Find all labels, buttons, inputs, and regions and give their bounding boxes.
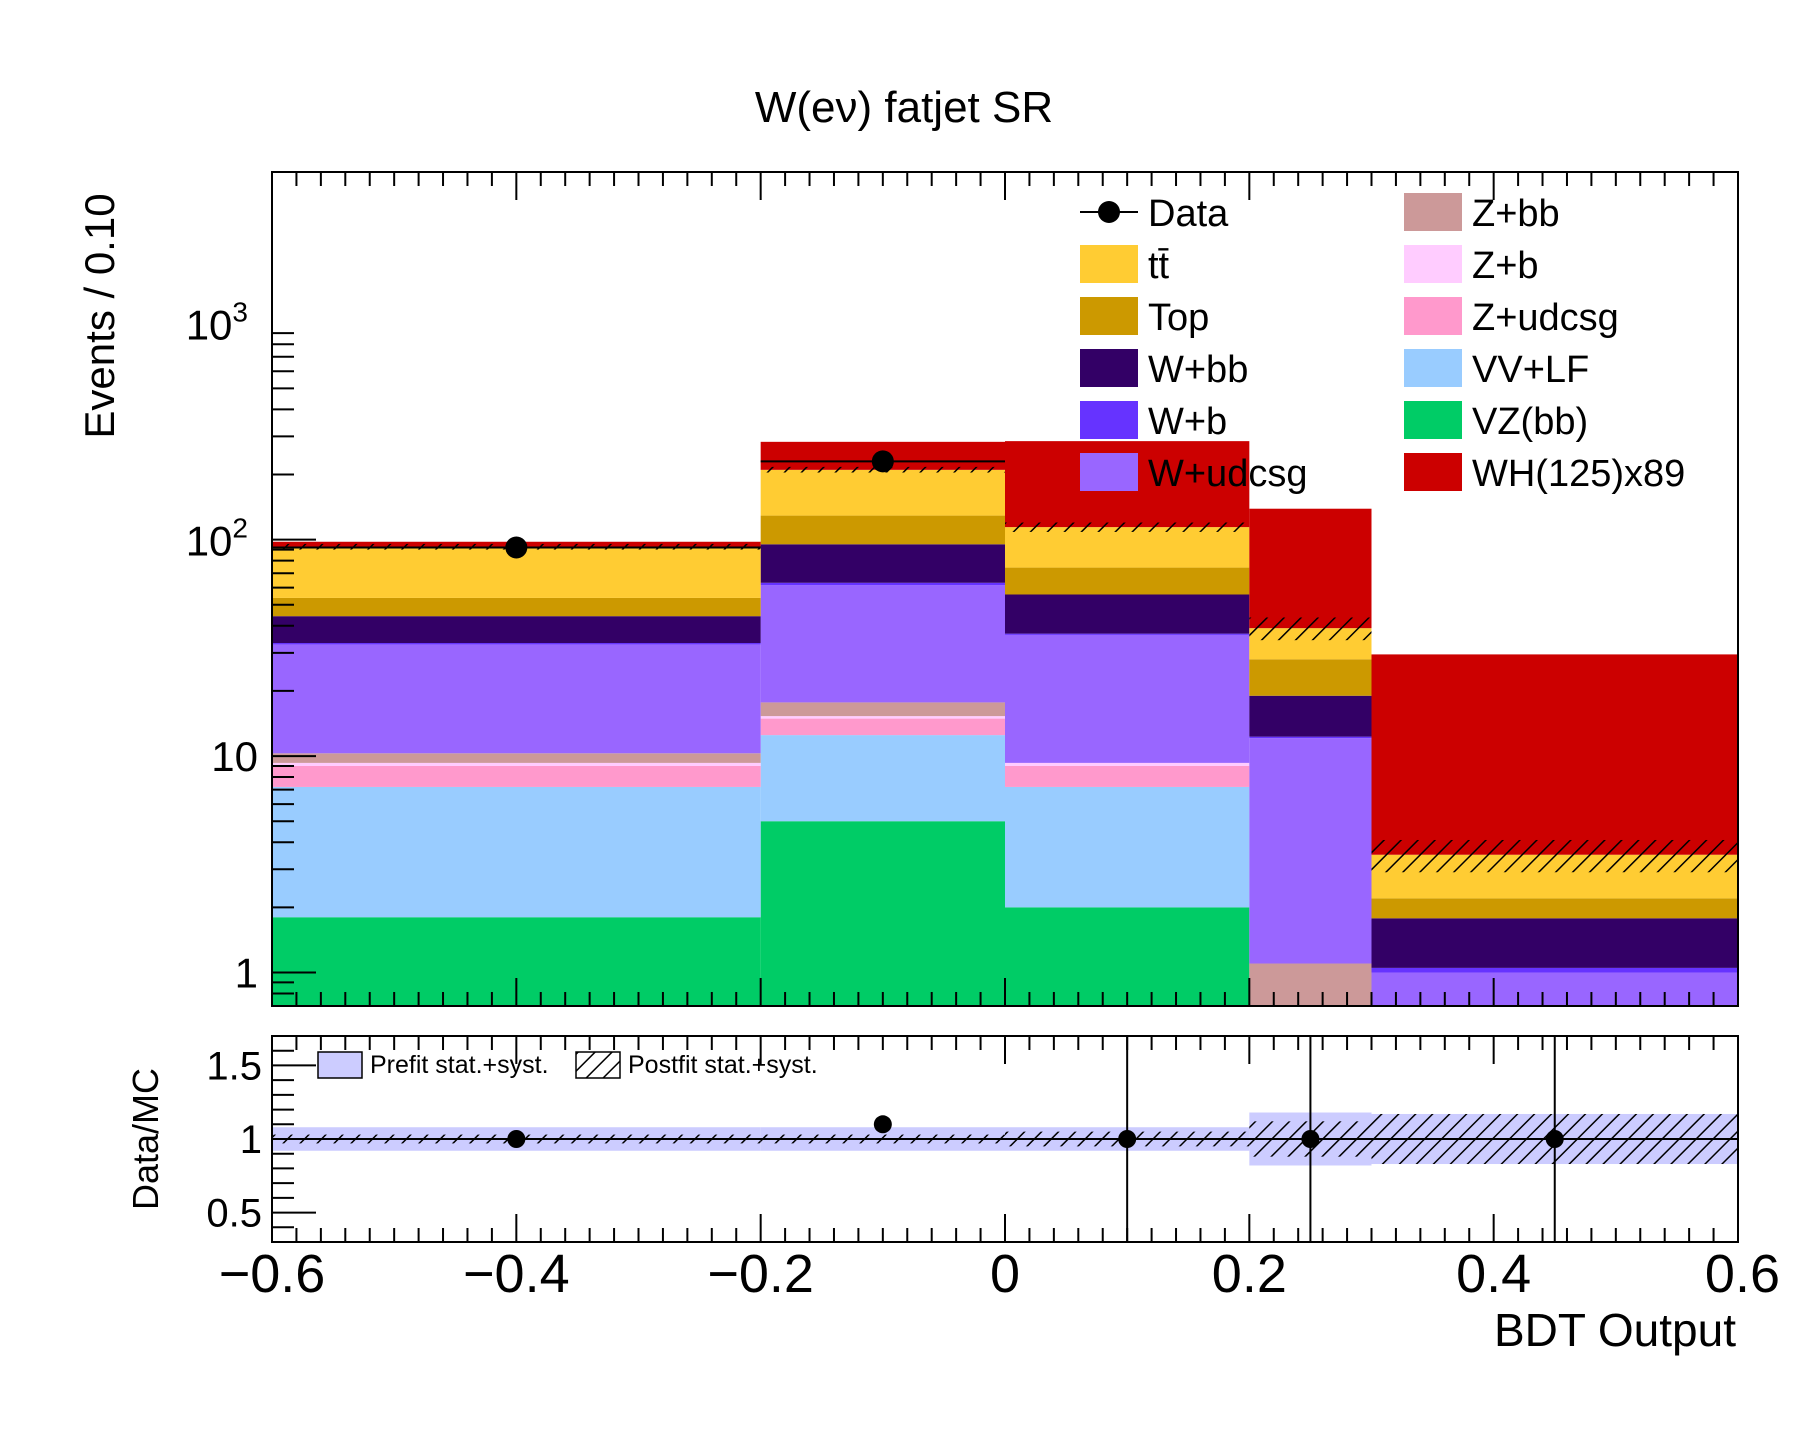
bar-vz-bb-bin-2 — [761, 821, 1005, 1008]
prefit-legend-swatch — [318, 1052, 362, 1078]
postfit-legend-swatch — [576, 1052, 620, 1078]
x-tick-label: 0 — [990, 1244, 1020, 1304]
legend-label-w-bb: W+bb — [1148, 349, 1248, 391]
bar-top-bin-4 — [1249, 659, 1371, 695]
x-tick-label: −0.6 — [219, 1244, 326, 1304]
bar-top-bin-2 — [761, 516, 1005, 545]
bar-w-bb-bin-1 — [272, 616, 761, 643]
x-tick-label: 0.6 — [1705, 1244, 1780, 1304]
top-y-axis-label: Events / 0.10 — [76, 193, 123, 438]
bar-w-bb-bin-5 — [1372, 918, 1739, 968]
ratio-uncertainty-bands — [272, 1113, 1738, 1166]
legend-swatch-top — [1080, 297, 1138, 335]
ratio-point-3 — [1118, 1130, 1136, 1148]
bar-w-b-bin-4 — [1249, 737, 1371, 739]
bar-tt-bin-3 — [1005, 527, 1249, 567]
ratio-point-1 — [507, 1130, 525, 1148]
x-tick-label: 0.4 — [1456, 1244, 1531, 1304]
bar-w-b-bin-2 — [761, 583, 1005, 585]
legend-label-vz-bb: VZ(bb) — [1472, 401, 1588, 443]
legend-label-w-udcsg: W+udcsg — [1148, 453, 1307, 495]
bar-z-bb-bin-2 — [761, 702, 1005, 716]
bar-w-bb-bin-4 — [1249, 696, 1371, 737]
ratio-y-tick-label: 0.5 — [206, 1192, 262, 1236]
legend-swatch-w-bb — [1080, 349, 1138, 387]
bar-vv-lf-bin-1 — [272, 787, 761, 917]
legend-swatch-z-bb — [1404, 193, 1462, 231]
bar-tt-bin-2 — [761, 470, 1005, 516]
mc-uncertainty-bin-3 — [1005, 523, 1249, 532]
bar-top-bin-5 — [1372, 898, 1739, 918]
legend-data-marker — [1098, 201, 1120, 223]
mc-uncertainty-bin-4 — [1249, 618, 1371, 641]
chart-title: W(eν) fatjet SR — [755, 83, 1053, 132]
ratio-y-tick-label: 1 — [240, 1118, 262, 1162]
data-point-2 — [872, 450, 894, 472]
prefit-legend-label: Prefit stat.+syst. — [370, 1051, 549, 1079]
legend-label-w-b: W+b — [1148, 401, 1227, 443]
top-y-tick-label: 1 — [235, 949, 258, 996]
ratio-point-5 — [1546, 1130, 1564, 1148]
legend-label-data: Data — [1148, 193, 1229, 235]
bar-z-udcsg-bin-2 — [761, 719, 1005, 736]
bar-z-udcsg-bin-3 — [1005, 766, 1249, 787]
ratio-point-4 — [1301, 1130, 1319, 1148]
x-axis-label: BDT Output — [1494, 1304, 1736, 1356]
legend-label-top: Top — [1148, 297, 1209, 339]
bar-w-b-bin-1 — [272, 643, 761, 644]
x-tick-labels: −0.6 −0.4 −0.2 0 0.2 0.4 0.6 — [219, 1244, 1780, 1304]
ratio-point-2 — [874, 1115, 892, 1133]
legend-label-z-udcsg: Z+udcsg — [1472, 297, 1619, 339]
legend-label-z-bb: Z+bb — [1472, 193, 1560, 235]
bar-top-bin-3 — [1005, 568, 1249, 595]
bar-z-udcsg-bin-1 — [272, 766, 761, 787]
legend-swatch-tt — [1080, 245, 1138, 283]
legend-label-z-b: Z+b — [1472, 245, 1539, 287]
bar-w-udcsg-bin-4 — [1249, 738, 1371, 963]
bar-z-bb-bin-1 — [272, 753, 761, 763]
bar-w-bb-bin-2 — [761, 544, 1005, 583]
legend-swatch-w-udcsg — [1080, 453, 1138, 491]
bar-top-bin-1 — [272, 598, 761, 616]
legend-swatch-w-b — [1080, 401, 1138, 439]
bar-z-b-bin-3 — [1005, 763, 1249, 766]
bar-z-b-bin-1 — [272, 763, 761, 766]
ratio-y-axis-label: Data/MC — [125, 1068, 166, 1210]
bar-w-bb-bin-3 — [1005, 594, 1249, 633]
top-y-tick-label: 102 — [186, 513, 248, 565]
bar-z-b-bin-2 — [761, 716, 1005, 718]
data-point-1 — [505, 537, 527, 559]
top-y-tick-labels: 1 10 102 103 — [186, 296, 258, 996]
x-tick-label: −0.4 — [463, 1244, 570, 1304]
top-y-tick-label: 10 — [211, 733, 258, 780]
bar-wh-125-x89-bin-4 — [1249, 509, 1371, 628]
legend-swatch-vv-lf — [1404, 349, 1462, 387]
legend-swatch-wh-125-x89 — [1404, 453, 1462, 491]
bar-wh-125-x89-bin-5 — [1372, 654, 1739, 854]
top-y-tick-label: 103 — [186, 296, 248, 348]
legend-label-wh-125-x89: WH(125)x89 — [1472, 453, 1685, 495]
ratio-legend: Prefit stat.+syst. Postfit stat.+syst. — [318, 1051, 818, 1079]
bar-w-b-bin-3 — [1005, 634, 1249, 635]
legend-swatch-z-udcsg — [1404, 297, 1462, 335]
x-tick-label: 0.2 — [1212, 1244, 1287, 1304]
legend-swatch-vz-bb — [1404, 401, 1462, 439]
ratio-y-tick-label: 1.5 — [206, 1044, 262, 1088]
postfit-legend-label: Postfit stat.+syst. — [628, 1051, 818, 1079]
legend-label-tt: tt̄ — [1148, 245, 1170, 287]
legend-label-vv-lf: VV+LF — [1472, 349, 1589, 391]
bar-w-b-bin-5 — [1372, 968, 1739, 973]
bar-w-udcsg-bin-5 — [1372, 972, 1739, 1008]
x-tick-label: −0.2 — [707, 1244, 814, 1304]
bar-vv-lf-bin-2 — [761, 735, 1005, 821]
bar-vv-lf-bin-3 — [1005, 787, 1249, 907]
bar-w-udcsg-bin-1 — [272, 644, 761, 753]
bar-w-udcsg-bin-2 — [761, 585, 1005, 702]
mc-uncertainty-bin-5 — [1372, 840, 1739, 872]
bar-z-bb-bin-4 — [1249, 964, 1371, 1008]
legend-swatch-z-b — [1404, 245, 1462, 283]
ratio-y-tick-labels: 0.5 1 1.5 — [206, 1044, 262, 1235]
bar-w-udcsg-bin-3 — [1005, 635, 1249, 763]
